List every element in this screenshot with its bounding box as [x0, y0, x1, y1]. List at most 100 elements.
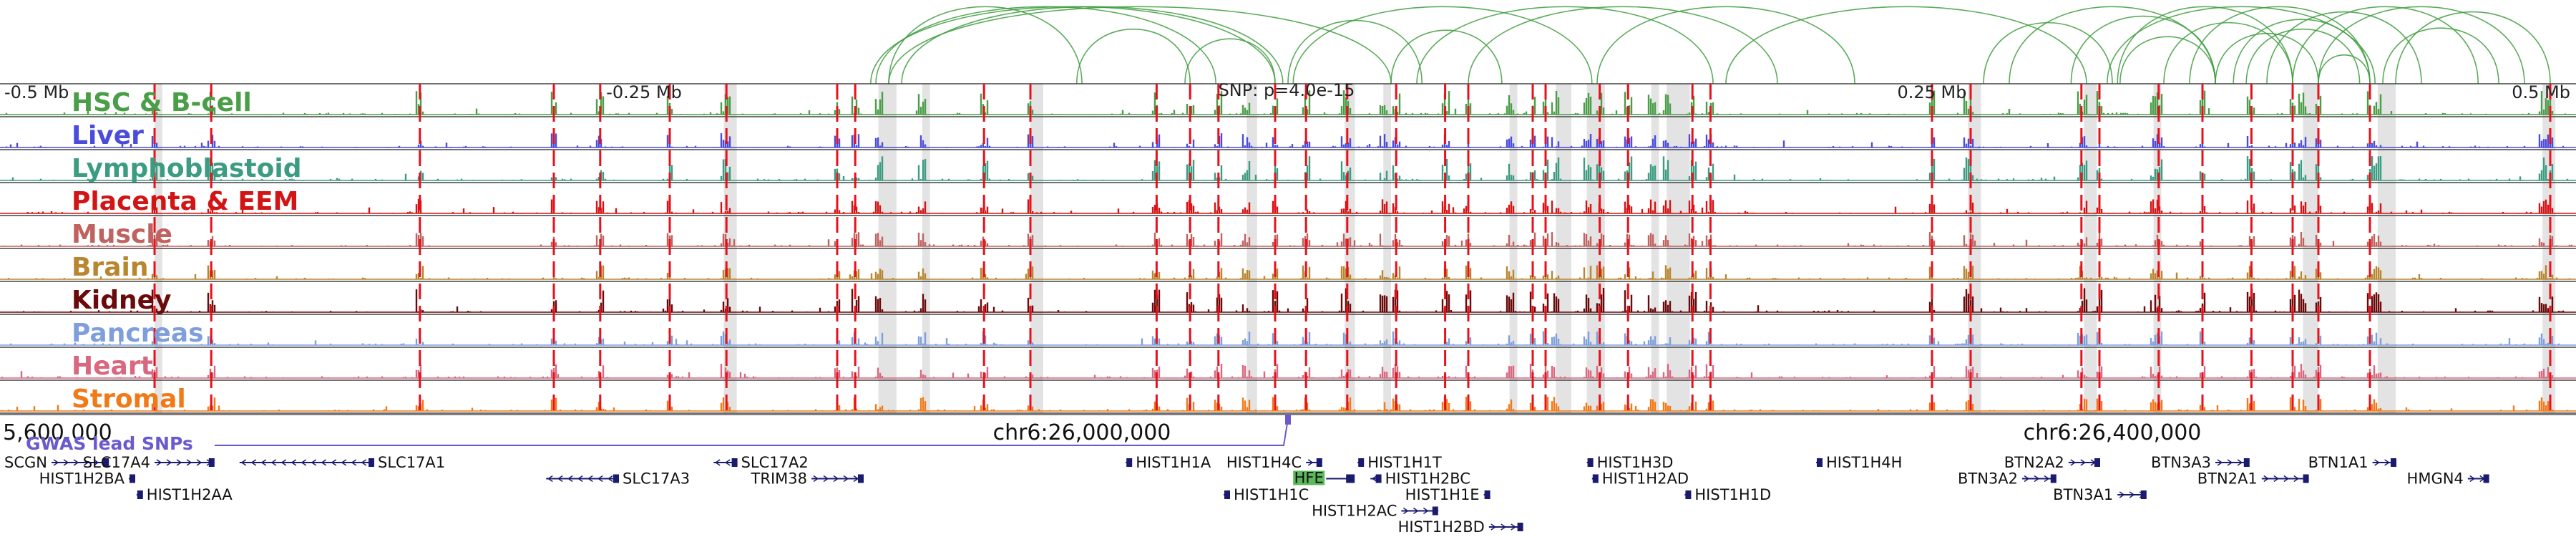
track-signal — [0, 364, 2575, 378]
track-9 — [0, 397, 2576, 414]
gene-btn3a3: BTN3A3 — [2151, 454, 2250, 471]
gene-name: TRIM38 — [751, 470, 807, 488]
gene-strand-arrows — [1307, 459, 1314, 466]
chromatin-loop — [2395, 11, 2551, 84]
chromatin-loop — [2266, 11, 2422, 84]
gene-strand-arrows — [1371, 475, 1377, 483]
gene-hist1h1d: HIST1H1D — [1684, 486, 1771, 503]
gwas-track-label: GWAS lead SNPs — [26, 433, 193, 454]
gene-name: HIST1H1D — [1694, 486, 1771, 503]
track-2 — [0, 156, 2576, 183]
gene-exon — [1346, 474, 1355, 483]
chromatin-loop — [901, 6, 1284, 84]
track-1 — [0, 133, 2576, 150]
gene-hist1h1c: HIST1H1C — [1224, 486, 1309, 503]
gene-name: BTN1A1 — [2308, 454, 2368, 471]
chromatin-loop — [1292, 6, 1593, 84]
gene-exon — [613, 474, 619, 483]
chromatin-loop — [1184, 38, 1276, 84]
track-label: Lymphoblastoid — [72, 154, 302, 183]
gene-name: HMGN4 — [2407, 470, 2464, 488]
gene-name: HIST1H3D — [1597, 454, 1674, 471]
gene-slc17a1: SLC17A1 — [239, 454, 445, 471]
gene-name: HIST1H2BC — [1385, 470, 1470, 488]
gene-strand-arrows — [813, 475, 859, 483]
gene-exon — [1587, 458, 1594, 467]
gene-name: BTN2A2 — [2004, 454, 2064, 471]
track-5 — [0, 265, 2576, 282]
track-signal — [0, 156, 2575, 180]
chromatin-loop — [1076, 28, 1191, 84]
scale-label: 0.5 Mb — [2512, 82, 2570, 102]
chromatin-loop — [2117, 6, 2293, 84]
track-labels: HSC & B-cell Liver Lymphoblastoid Placenta … — [72, 88, 302, 414]
track-7 — [0, 331, 2576, 348]
gene-name: HIST1H1C — [1234, 486, 1309, 503]
gene-name: SLC17A2 — [741, 454, 809, 471]
gwas-snp-marker — [1285, 415, 1291, 425]
chromatin-loop — [1416, 6, 1714, 84]
track-3 — [0, 199, 2576, 216]
track-signal — [0, 232, 2575, 246]
chromatin-loop — [1468, 6, 1778, 84]
gene-hist1h2aa: HIST1H2AA — [136, 486, 233, 503]
chromatin-loops — [870, 6, 2551, 84]
gene-name: BTN3A1 — [2053, 486, 2113, 503]
gene-exon — [130, 474, 135, 483]
gene-exon — [1592, 474, 1599, 483]
track-label: Stromal — [72, 384, 186, 414]
gene-hist1h4h: HIST1H4H — [1816, 454, 1902, 471]
track-label: Kidney — [72, 286, 172, 315]
gene-exon — [1517, 523, 1523, 531]
gene-exon — [1817, 458, 1823, 467]
gene-hist1h1a: HIST1H1A — [1126, 454, 1211, 471]
track-signal — [0, 288, 2575, 312]
gene-btn2a2: BTN2A2 — [2004, 454, 2100, 471]
gene-hist1h2bd: HIST1H2BD — [1398, 518, 1523, 536]
track-0 — [0, 90, 2576, 117]
chromatin-loop — [875, 6, 1216, 84]
gene-name: HIST1H4C — [1226, 454, 1302, 471]
gene-name: HIST1H2BD — [1398, 518, 1485, 536]
gene-exon — [1484, 490, 1491, 499]
track-4 — [0, 232, 2576, 249]
gene-strand-arrows — [547, 475, 613, 483]
gene-strand-arrows — [53, 459, 109, 466]
track-signal — [0, 331, 2575, 345]
chromatin-loop — [1596, 6, 1855, 84]
gene-trim38: TRIM38 — [751, 470, 864, 488]
scale-label: -0.5 Mb — [4, 82, 69, 102]
gene-strand-arrows — [2374, 459, 2390, 466]
gene-hist1h2ac: HIST1H2AC — [1312, 503, 1439, 520]
chromatin-loop — [2119, 36, 2216, 84]
chromatin-loop — [2215, 33, 2319, 84]
chromatin-loop — [2382, 27, 2499, 84]
gene-exon — [2050, 474, 2057, 483]
gene-name: HIST1H2AC — [1312, 503, 1397, 520]
gene-highlight-box — [1293, 470, 1325, 485]
gene-exon — [2483, 474, 2489, 483]
gene-name: SCGN — [4, 454, 47, 471]
track-6 — [0, 288, 2576, 315]
gene-hfe: HFE — [1293, 470, 1355, 487]
scale-label: 0.25 Mb — [1897, 82, 1966, 102]
track-label: Placenta & EEM — [72, 187, 298, 216]
gene-exon — [1685, 490, 1692, 499]
gene-name: HIST1H1E — [1405, 486, 1480, 503]
gene-btn3a1: BTN3A1 — [2053, 486, 2147, 503]
gene-exon — [858, 474, 864, 483]
gene-exon — [731, 458, 738, 467]
gene-hist1h1t: HIST1H1T — [1357, 454, 1442, 471]
gene-exon — [1375, 474, 1382, 483]
gene-exon — [2391, 458, 2396, 467]
track-signal — [0, 397, 2575, 411]
gene-hist1h2bc: HIST1H2BC — [1370, 470, 1470, 488]
gene-exon — [2303, 474, 2309, 483]
chromatin-loop — [2292, 6, 2479, 84]
gene-exon — [2094, 458, 2100, 467]
gene-strand-arrows — [2217, 459, 2243, 466]
gene-hist1h2ba: HIST1H2BA — [39, 470, 135, 488]
gene-exon — [208, 458, 215, 467]
